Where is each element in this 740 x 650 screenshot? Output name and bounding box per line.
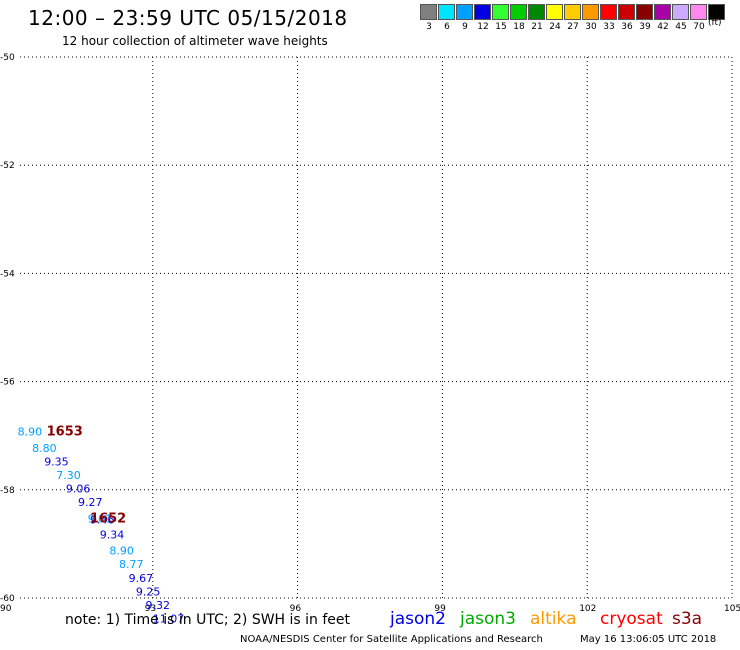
wave-height-label: 9.46 (90, 513, 115, 526)
legend-swatch (708, 4, 725, 20)
wave-height-label: 8.90 (109, 545, 134, 558)
wave-height-label: 7.30 (56, 469, 80, 482)
chart-axes: 90 93 96 99 102 105 -50 -52 -54 -56 -58 -60 (0, 53, 740, 614)
legend-swatch (564, 4, 581, 20)
time-label: 1652 (90, 511, 126, 526)
legend-swatch (546, 4, 563, 20)
y-tick-label: -52 (0, 161, 15, 171)
wave-height-label: 9.32 (146, 599, 171, 612)
legend-swatch (690, 4, 707, 20)
footer-timestamp: May 16 13:06:05 UTC 2018 (580, 634, 717, 645)
wave-height-label: 9.34 (100, 528, 125, 541)
legend-label: 9 (462, 22, 468, 32)
legend-labels: 3 6 9 12 15 18 21 24 27 30 33 36 39 42 45 70 (420, 22, 726, 32)
legend-label: 39 (639, 22, 651, 32)
color-legend: 3 6 9 12 15 18 21 24 27 30 33 36 39 42 45 70 (420, 4, 726, 32)
legend-swatch (600, 4, 617, 20)
note-text: note: 1) Time is in UTC; 2) SWH is in fe… (65, 612, 351, 628)
legend-label: 6 (444, 22, 450, 32)
y-tick-label: -60 (0, 594, 15, 604)
x-tick-label: 105 (724, 604, 740, 614)
y-tick-label: -54 (0, 269, 15, 279)
legend-swatch (528, 4, 545, 20)
x-tick-label: 96 (290, 604, 302, 614)
legend-label: 30 (585, 22, 597, 32)
legend-label: 21 (531, 22, 543, 32)
legend-label: 3 (426, 22, 432, 32)
legend-label: 12 (477, 22, 489, 32)
legend-swatch (618, 4, 635, 20)
wave-height-label: 9.67 (129, 572, 154, 585)
x-tick-label: 90 (0, 604, 12, 614)
chart-grid (20, 56, 733, 599)
legend-label: 45 (675, 22, 687, 32)
legend-swatch (420, 4, 437, 20)
page-subtitle: 12 hour collection of altimeter wave hei… (62, 34, 328, 48)
legend-swatch (510, 4, 527, 20)
legend-swatch (636, 4, 653, 20)
x-tick-label: 99 (434, 604, 446, 614)
wave-height-label: 8.77 (119, 558, 144, 571)
legend-label: 18 (513, 22, 525, 32)
legend-label: 42 (657, 22, 669, 32)
legend-unit: (ft) (708, 18, 722, 28)
legend-swatch (474, 4, 491, 20)
sat-altika: altika (530, 609, 577, 629)
legend-label: 70 (693, 22, 705, 32)
wave-height-label: 9.35 (44, 455, 68, 468)
wave-height-label: 9.27 (78, 496, 103, 509)
wave-height-label: 11.07 (153, 612, 185, 625)
legend-swatch (456, 4, 473, 20)
legend-label: 24 (549, 22, 561, 32)
legend-label: 15 (495, 22, 507, 32)
legend-swatch (582, 4, 599, 20)
legend-label: 36 (621, 22, 633, 32)
chart-marks: 8.90 8.809.357.309.069.27 9.019.46 9.34 8.90… (18, 425, 185, 626)
y-tick-label: -50 (0, 53, 15, 63)
sat-jason3: jason3 (460, 609, 516, 629)
sat-s3a: s3a (672, 609, 703, 629)
sat-cryosat: cryosat (600, 609, 663, 629)
legend-swatch (654, 4, 671, 20)
footer-credit: NOAA/NESDIS Center for Satellite Applica… (240, 634, 543, 645)
legend-swatches (420, 4, 726, 20)
wave-height-label: 9.06 (66, 483, 91, 496)
legend-label: 27 (567, 22, 579, 32)
page-title: 12:00 – 23:59 UTC 05/15/2018 (28, 6, 348, 30)
legend-label: 33 (603, 22, 615, 32)
x-tick-label: 102 (579, 604, 596, 614)
legend-swatch (672, 4, 689, 20)
wave-height-label: 9.01 (88, 512, 113, 525)
legend-swatch (438, 4, 455, 20)
wave-height-label: 8.80 (32, 442, 57, 455)
y-tick-label: -58 (0, 486, 15, 496)
x-tick-label: 93 (145, 604, 156, 614)
wave-height-label: 8.90 (18, 426, 43, 439)
sat-jason2: jason2 (390, 609, 446, 629)
wave-height-label: 9.25 (136, 585, 161, 598)
y-tick-label: -56 (0, 378, 15, 388)
time-label: 1653 (47, 425, 83, 440)
legend-swatch (492, 4, 509, 20)
